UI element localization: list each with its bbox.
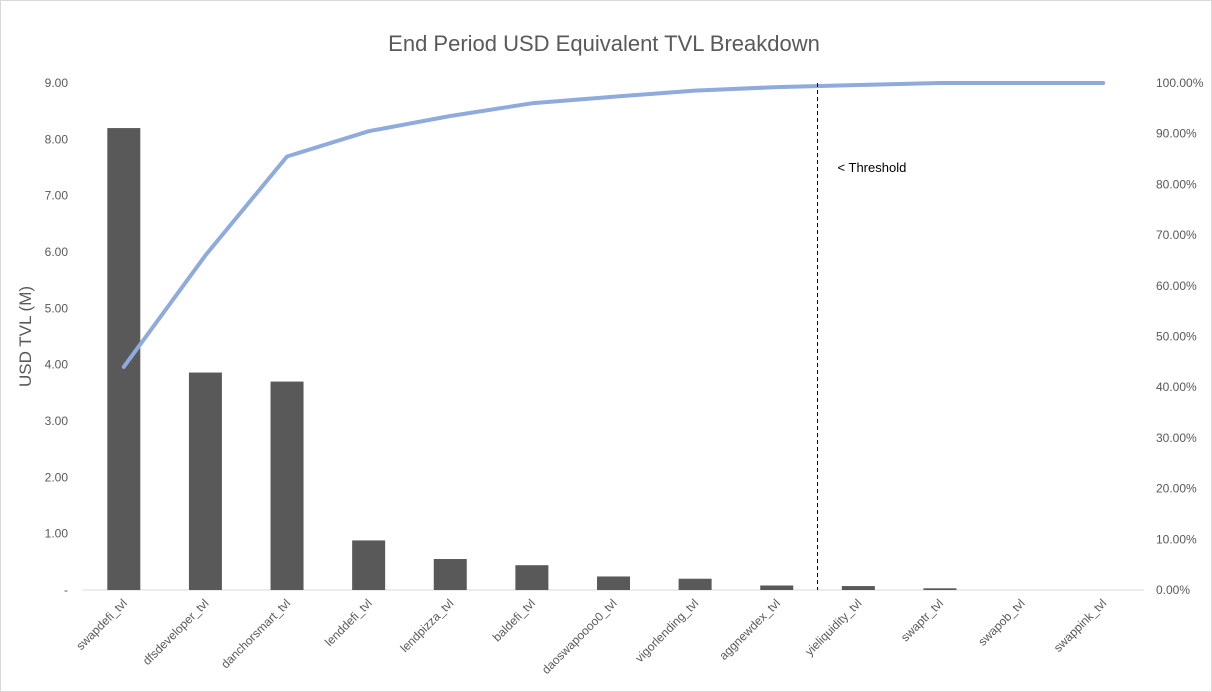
bar: [597, 576, 630, 590]
x-tick-label: swapdefi_tvl: [73, 596, 130, 653]
y-tick-label-right: 0.00%: [1156, 583, 1190, 597]
y-tick-label-left: 4.00: [45, 358, 69, 372]
x-tick-label: swaptr_tvl: [898, 596, 946, 644]
y-tick-label-left: 9.00: [45, 76, 69, 90]
cumulative-line: [121, 81, 1106, 369]
x-tick-label: dfsdeveloper_tvl: [140, 596, 212, 668]
bar: [270, 381, 304, 590]
y-tick-label-left: 1.00: [45, 527, 69, 541]
x-tick-label: lendpizza_tvl: [397, 596, 456, 655]
bar: [923, 588, 957, 590]
y-tick-label-right: 10.00%: [1156, 532, 1197, 546]
y-tick-label-right: 80.00%: [1156, 177, 1197, 191]
y-tick-label-right: 60.00%: [1156, 279, 1197, 293]
y-tick-label-right: 90.00%: [1156, 127, 1197, 141]
y-tick-label-right: 50.00%: [1156, 330, 1197, 344]
bar-series: [107, 128, 957, 591]
x-tick-label: aggnewdex_tvl: [716, 596, 783, 663]
bar: [433, 559, 467, 590]
bar: [352, 540, 386, 590]
bar: [841, 586, 875, 590]
y-tick-label-left: 2.00: [45, 470, 69, 484]
bar: [678, 578, 712, 590]
annotations: < Threshold: [817, 83, 907, 590]
bar: [188, 372, 222, 590]
bar: [760, 585, 794, 590]
x-tick-label: vigorlending_tvl: [632, 596, 701, 665]
y-tick-label-left: 6.00: [45, 245, 69, 259]
threshold-label: < Threshold: [838, 160, 907, 175]
cumulative-line-series: [121, 81, 1106, 369]
x-tick-label: baldefi_tvl: [490, 596, 538, 644]
bar: [107, 128, 141, 591]
x-tick-label: daoswapoooo0_tvl: [539, 596, 620, 677]
y-tick-label-left: 3.00: [45, 414, 69, 428]
x-axis-category-labels: swapdefi_tvl dfsdeveloper_tvl danchorsmart…: [73, 596, 1109, 677]
bar: [515, 565, 549, 590]
y-tick-label-right: 20.00%: [1156, 482, 1197, 496]
y-axis-label: USD TVL (M): [16, 286, 35, 387]
x-tick-label: danchorsmart_tvl: [218, 596, 293, 671]
chart-title: End Period USD Equivalent TVL Breakdown: [388, 31, 820, 56]
x-tick-label: swapob_tvl: [975, 596, 1027, 648]
x-tick-label: lenddefi_tvl: [322, 596, 375, 649]
y-tick-label-right: 100.00%: [1156, 76, 1204, 90]
x-tick-label: yieliquidity_tvl: [802, 596, 864, 658]
y-tick-label-right: 30.00%: [1156, 431, 1197, 445]
y-axis-ticks-right: 0.00% 10.00% 20.00% 30.00% 40.00% 50.00% 60.00…: [1156, 76, 1204, 597]
y-tick-label-left: -: [64, 583, 68, 597]
y-tick-label-right: 40.00%: [1156, 380, 1197, 394]
y-axis-ticks-left: - 1.00 2.00 3.00 4.00 5.00 6.00 7.00 8.00 9.00: [45, 76, 69, 597]
y-tick-label-right: 70.00%: [1156, 228, 1197, 242]
y-tick-label-left: 5.00: [45, 301, 69, 315]
y-tick-label-left: 8.00: [45, 132, 69, 146]
x-tick-label: swappink_tvl: [1051, 596, 1109, 654]
y-tick-label-left: 7.00: [45, 189, 69, 203]
